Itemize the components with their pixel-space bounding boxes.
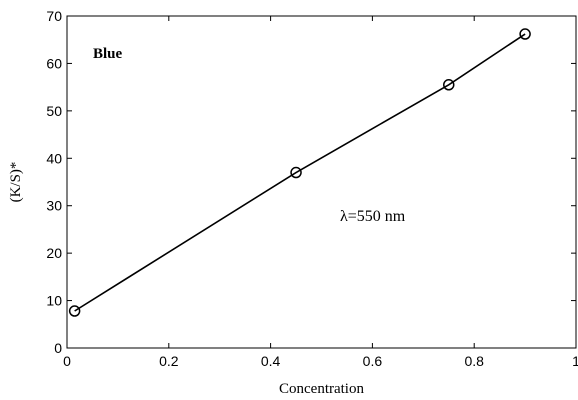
series-group <box>68 28 531 317</box>
y-tick-label: 10 <box>46 293 62 309</box>
x-tick-label: 1 <box>572 353 578 369</box>
x-axis-ticks: 0 0.2 0.4 0.6 0.8 1 <box>63 16 578 369</box>
x-tick-label: 0.8 <box>464 353 484 369</box>
annotation-blue: Blue <box>93 46 123 62</box>
y-tick-label: 40 <box>46 150 62 166</box>
x-tick-label: 0 <box>63 353 71 369</box>
plot-frame <box>66 15 577 349</box>
series-line <box>74 33 526 312</box>
data-point-marker <box>519 28 531 40</box>
y-tick-label: 70 <box>46 8 62 24</box>
x-tick-label: 0.4 <box>261 353 281 369</box>
y-axis-label: (K/S)* <box>8 162 24 203</box>
y-axis-ticks: 0 10 20 30 40 50 60 70 <box>46 8 576 356</box>
annotation-wavelength: λ=550 nm <box>340 208 406 225</box>
y-tick-label: 30 <box>46 198 62 214</box>
y-tick-label: 50 <box>46 103 62 119</box>
data-point-marker <box>68 305 81 317</box>
y-tick-label: 0 <box>54 340 62 356</box>
x-axis-label: Concentration <box>279 381 364 397</box>
data-point-marker <box>443 79 455 91</box>
data-point-marker <box>290 166 302 179</box>
x-tick-label: 0.6 <box>363 353 383 369</box>
x-tick-label: 0.2 <box>159 353 179 369</box>
y-tick-label: 60 <box>46 55 62 71</box>
plot-area-border <box>66 15 577 349</box>
y-tick-label: 20 <box>46 245 62 261</box>
